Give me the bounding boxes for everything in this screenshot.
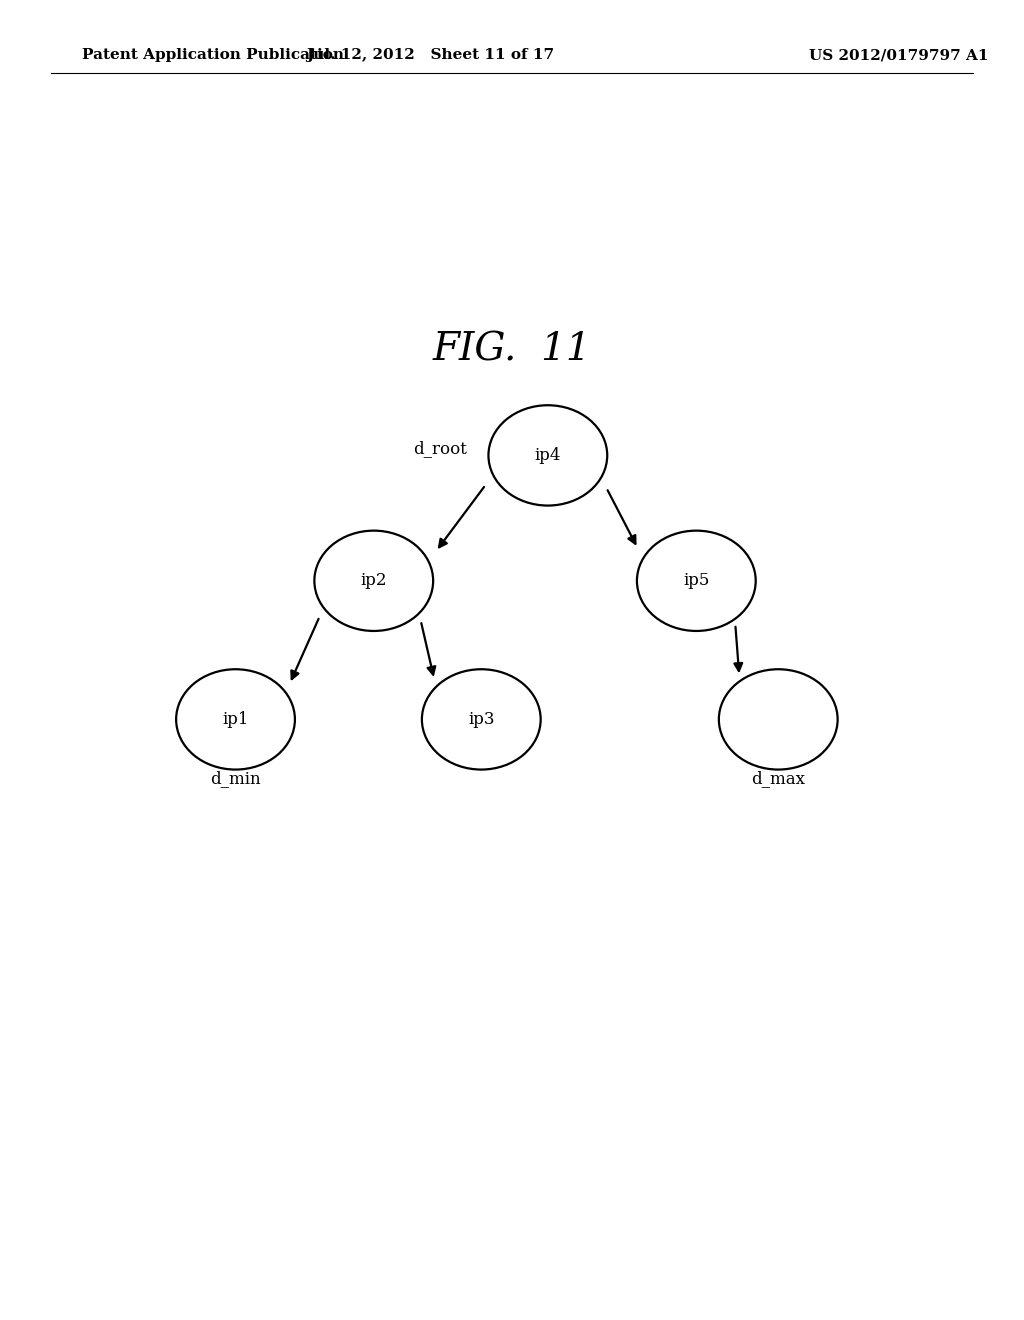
Text: d_max: d_max <box>752 771 805 787</box>
Ellipse shape <box>422 669 541 770</box>
Text: Jul. 12, 2012   Sheet 11 of 17: Jul. 12, 2012 Sheet 11 of 17 <box>306 49 554 62</box>
Text: US 2012/0179797 A1: US 2012/0179797 A1 <box>809 49 988 62</box>
Text: d_root: d_root <box>414 441 467 457</box>
Text: d_min: d_min <box>210 771 261 787</box>
Text: FIG.  11: FIG. 11 <box>433 331 591 368</box>
Text: ip2: ip2 <box>360 573 387 589</box>
Text: Patent Application Publication: Patent Application Publication <box>82 49 344 62</box>
Ellipse shape <box>314 531 433 631</box>
Ellipse shape <box>637 531 756 631</box>
Text: ip1: ip1 <box>222 711 249 727</box>
Text: ip3: ip3 <box>468 711 495 727</box>
Ellipse shape <box>488 405 607 506</box>
Text: ip4: ip4 <box>535 447 561 463</box>
Text: ip5: ip5 <box>683 573 710 589</box>
Ellipse shape <box>719 669 838 770</box>
Ellipse shape <box>176 669 295 770</box>
